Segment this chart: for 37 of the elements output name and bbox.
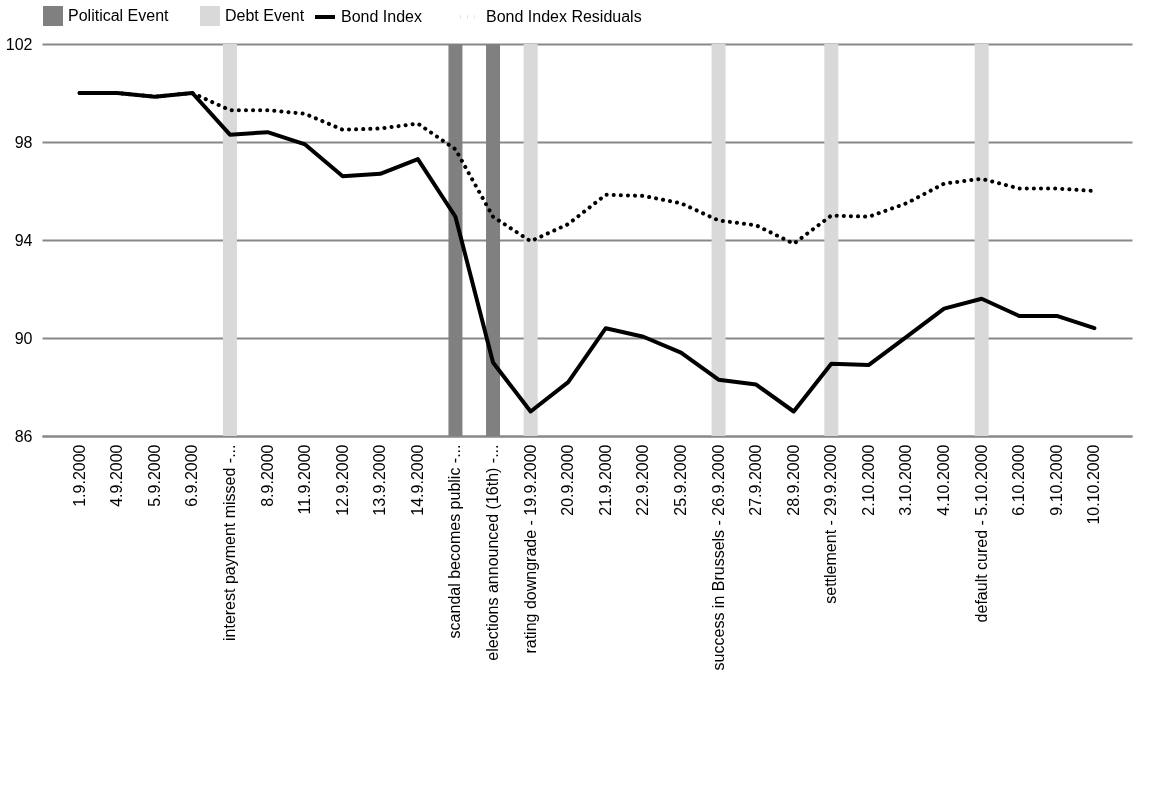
x-tick-label: elections announced (16th) -... [484,444,502,661]
y-tick-label: 90 [14,329,33,347]
x-tick-label: interest payment missed -... [220,444,238,642]
x-tick-label: rating downgrade - 19.9.2000 [521,444,539,654]
x-tick-label: 6.10.2000 [1010,444,1028,516]
x-tick-label: default cured - 5.10.2000 [972,444,990,623]
x-tick-label: 28.9.2000 [784,444,802,516]
y-tick-label: 94 [14,231,33,249]
x-tick-label: 2.10.2000 [859,444,877,516]
legend-label: Debt Event [225,7,305,24]
x-tick-label: 5.9.2000 [145,444,163,507]
x-tick-label: 13.9.2000 [371,444,389,516]
x-tick-label: 14.9.2000 [408,444,426,516]
x-tick-label: 10.10.2000 [1085,444,1103,525]
x-tick-label: 9.10.2000 [1047,444,1065,516]
x-tick-label: 1.9.2000 [70,444,88,507]
legend-label: Bond Index [341,8,422,25]
x-tick-label: 11.9.2000 [296,444,314,515]
x-tick-label: 27.9.2000 [747,444,765,516]
x-tick-label: 21.9.2000 [596,444,614,516]
y-tick-label: 102 [5,35,33,53]
x-tick-label: 4.10.2000 [935,444,953,516]
x-tick-label: 8.9.2000 [258,444,276,507]
legend-label: Political Event [68,7,170,24]
x-tick-label: 3.10.2000 [897,444,915,516]
x-tick-label: settlement - 29.9.2000 [822,444,840,604]
x-tick-label: 20.9.2000 [559,444,577,516]
x-tick-label: 4.9.2000 [108,444,126,507]
x-tick-label: success in Brussels - 26.9.2000 [709,444,727,671]
x-tick-label: 25.9.2000 [671,444,689,516]
x-tick-label: 12.9.2000 [333,444,351,516]
y-tick-label: 98 [14,133,33,151]
y-tick-label: 86 [14,427,33,445]
x-tick-label: 6.9.2000 [183,444,201,507]
x-tick-label: 22.9.2000 [634,444,652,516]
x-tick-label: scandal becomes public -... [446,444,464,639]
legend-label: Bond Index Residuals [486,8,642,25]
